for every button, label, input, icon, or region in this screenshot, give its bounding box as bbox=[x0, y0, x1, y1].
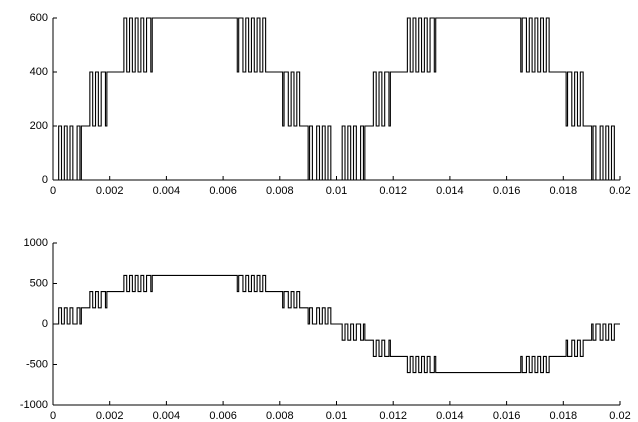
x-tick-label: 0.006 bbox=[209, 410, 237, 422]
x-tick-label: 0.018 bbox=[550, 410, 578, 422]
y-tick-label: 600 bbox=[30, 12, 48, 24]
x-tick-label: 0.012 bbox=[379, 185, 407, 197]
x-tick-label: 0 bbox=[50, 185, 56, 197]
waveform bbox=[53, 17, 620, 181]
x-tick-label: 0.006 bbox=[209, 185, 237, 197]
y-tick-label: 400 bbox=[30, 66, 48, 78]
y-tick-label: 500 bbox=[30, 277, 48, 289]
x-tick-label: 0.012 bbox=[379, 410, 407, 422]
x-tick-label: 0.016 bbox=[493, 185, 521, 197]
x-tick-label: 0.02 bbox=[609, 410, 630, 422]
y-tick-label: 200 bbox=[30, 120, 48, 132]
y-tick-label: -1000 bbox=[20, 399, 48, 411]
x-tick-label: 0 bbox=[50, 410, 56, 422]
x-tick-label: 0.02 bbox=[609, 185, 630, 197]
y-tick-label: 1000 bbox=[24, 237, 48, 249]
y-tick-label: -500 bbox=[26, 358, 48, 370]
x-tick-label: 0.002 bbox=[96, 410, 124, 422]
x-tick-label: 0.01 bbox=[326, 185, 347, 197]
waveform bbox=[53, 274, 620, 374]
x-tick-label: 0.008 bbox=[266, 410, 294, 422]
x-tick-label: 0.002 bbox=[96, 185, 124, 197]
x-tick-label: 0.01 bbox=[326, 410, 347, 422]
x-tick-label: 0.014 bbox=[436, 185, 464, 197]
y-tick-label: 0 bbox=[42, 318, 48, 330]
x-tick-label: 0.008 bbox=[266, 185, 294, 197]
x-tick-label: 0.014 bbox=[436, 410, 464, 422]
x-tick-label: 0.016 bbox=[493, 410, 521, 422]
y-tick-label: 0 bbox=[42, 174, 48, 186]
x-tick-label: 0.004 bbox=[153, 185, 181, 197]
x-tick-label: 0.018 bbox=[550, 185, 578, 197]
x-tick-label: 0.004 bbox=[153, 410, 181, 422]
